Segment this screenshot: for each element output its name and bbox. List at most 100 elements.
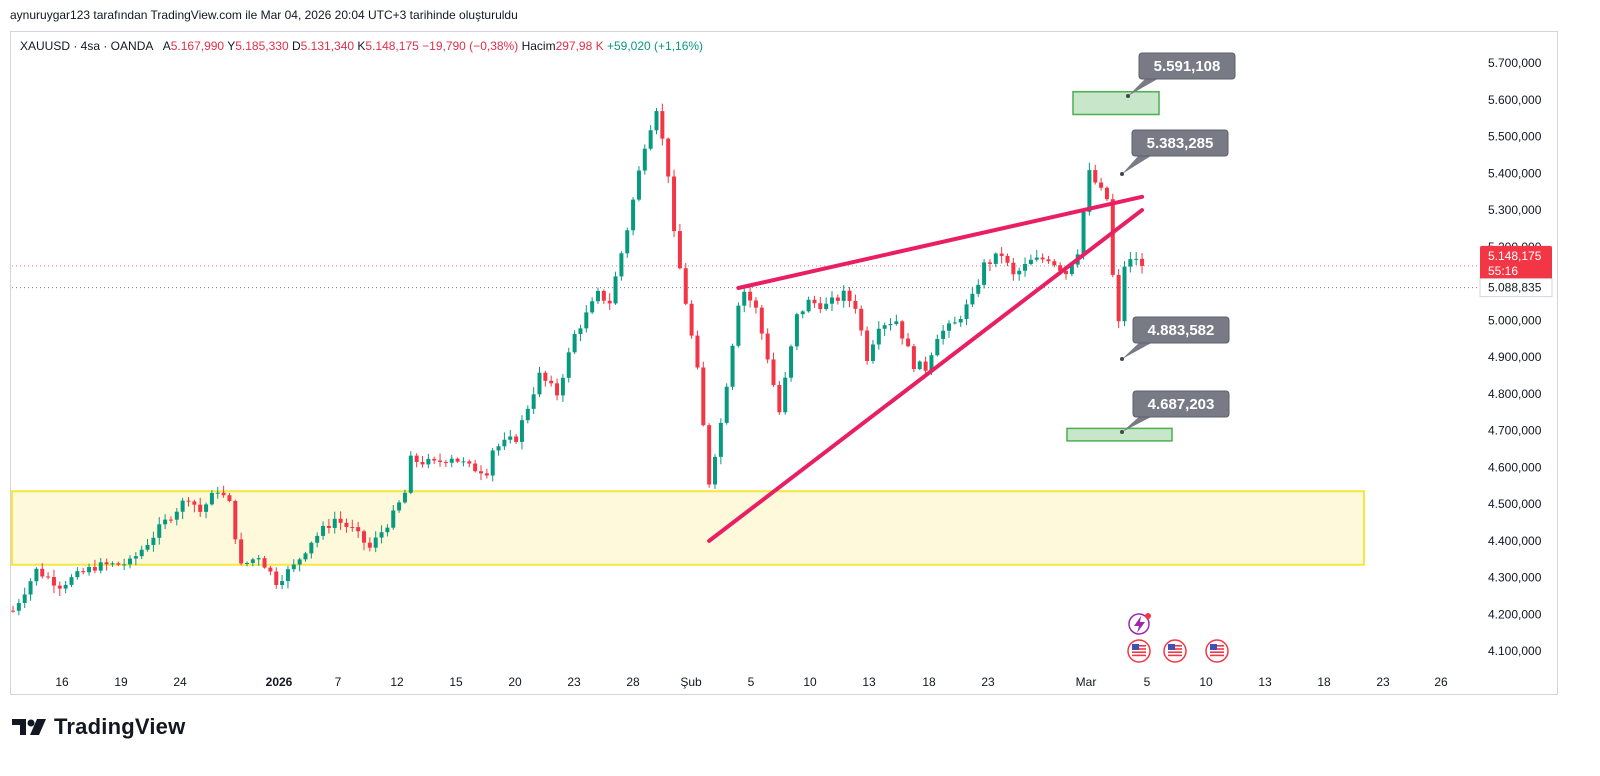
candle-body	[461, 461, 466, 463]
callout-pointer	[1128, 77, 1161, 96]
candle-body	[467, 461, 472, 464]
candle-body	[87, 567, 92, 573]
callout-price-label: 5.383,285	[1147, 135, 1214, 152]
candle-body	[654, 111, 659, 131]
candle-body	[894, 321, 899, 325]
candle-body	[128, 558, 132, 565]
candle-body	[245, 562, 249, 564]
time-axis-label: 2026	[266, 675, 293, 689]
callout-pointer	[1122, 341, 1155, 359]
candle-body	[443, 462, 448, 464]
time-axis-label: 16	[55, 675, 69, 689]
candle-body	[239, 539, 244, 564]
candle-body	[1099, 182, 1104, 188]
flag-stripe	[1210, 654, 1224, 657]
candle-body	[139, 549, 144, 557]
lower-wedge-line[interactable]	[707, 208, 1145, 543]
lightning-icon[interactable]	[1128, 613, 1151, 635]
candle-body	[344, 522, 349, 527]
price-axis-label: 5.400,000	[1488, 166, 1542, 180]
candle-body	[490, 450, 495, 476]
candle-body	[40, 568, 45, 577]
candle-body	[830, 297, 834, 304]
candle-body	[748, 291, 753, 301]
candle-body	[1116, 274, 1121, 322]
candle-body	[806, 299, 811, 312]
candle-body	[420, 461, 425, 465]
time-axis-label: 7	[335, 675, 342, 689]
candle-body	[484, 473, 489, 476]
time-axis-label: 28	[626, 675, 640, 689]
tradingview-logo[interactable]: TradingView	[12, 714, 185, 740]
price-chart[interactable]: 5.591,108 5.383,285 4.883,582 4.687,203 5.7…	[0, 0, 1600, 700]
candle-body	[818, 303, 823, 310]
candle-body	[660, 111, 665, 139]
candle-body	[771, 359, 776, 386]
candle-body	[57, 585, 62, 589]
callout-box[interactable]	[1132, 390, 1230, 418]
candle-body	[1128, 259, 1133, 267]
candle-body	[385, 527, 390, 533]
candle-body	[677, 231, 682, 269]
price-axis-label: 4.700,000	[1488, 424, 1542, 438]
candle-body	[92, 567, 97, 571]
candle-body	[607, 300, 612, 304]
time-axis-label: 10	[1199, 675, 1213, 689]
chart-pane[interactable]	[10, 31, 1558, 695]
price-axis-label: 4.100,000	[1488, 644, 1542, 658]
candle-body	[730, 345, 735, 387]
candle-body	[783, 377, 788, 413]
callout-box[interactable]	[1138, 52, 1236, 80]
candle-body	[601, 290, 606, 301]
tradingview-logo-icon	[12, 719, 46, 735]
candle-body	[935, 338, 940, 356]
candle-body	[174, 511, 179, 520]
candle-body	[947, 323, 951, 331]
candle-body	[1040, 257, 1045, 260]
candle-body	[514, 436, 519, 442]
us-flag-icon[interactable]	[1205, 639, 1229, 663]
candle-body	[98, 562, 103, 571]
candle-body	[812, 299, 817, 304]
candle-body	[151, 537, 156, 545]
candle-body	[642, 148, 647, 171]
flag-stripe	[1132, 651, 1146, 653]
candle-body	[853, 300, 858, 309]
candle-body	[332, 518, 337, 528]
time-axis-label: Şub	[680, 675, 702, 689]
candle-body	[28, 581, 33, 595]
candle-body	[724, 386, 729, 423]
legend-symbol[interactable]: XAUUSD · 4sa · OANDA	[20, 39, 154, 53]
support-zone-rectangle[interactable]	[11, 490, 1365, 566]
candle-body	[841, 290, 846, 301]
candle-body	[297, 559, 302, 565]
price-axis-label: 5.600,000	[1488, 93, 1542, 107]
upper-target-box[interactable]	[1072, 90, 1160, 116]
candle-body	[596, 290, 600, 302]
candle-body	[636, 170, 641, 200]
candle-body	[1110, 199, 1115, 275]
upper-wedge-line[interactable]	[736, 194, 1145, 290]
candle-body	[742, 291, 747, 306]
candle-body	[1081, 211, 1086, 255]
candle-body	[22, 594, 27, 604]
flag-icon-ring	[1127, 639, 1151, 663]
callout-pointer	[1122, 415, 1155, 432]
candle-body	[1046, 259, 1051, 262]
us-flag-icon[interactable]	[1127, 639, 1151, 663]
price-axis-label: 5.700,000	[1488, 56, 1542, 70]
current-price-tag[interactable]	[1480, 245, 1552, 282]
candle-body	[999, 253, 1004, 256]
candle-body	[543, 372, 548, 381]
candle-body	[847, 290, 852, 301]
candle-body	[987, 262, 992, 264]
us-flag-icon[interactable]	[1163, 639, 1187, 663]
lower-target-box[interactable]	[1066, 427, 1173, 442]
candle-body	[110, 563, 115, 565]
price-axis-label: 4.400,000	[1488, 534, 1542, 548]
time-axis-label: 10	[803, 675, 817, 689]
callout-box[interactable]	[1132, 316, 1230, 344]
candle-body	[911, 346, 916, 370]
callout-box[interactable]	[1131, 129, 1229, 157]
candle-body	[876, 328, 881, 345]
